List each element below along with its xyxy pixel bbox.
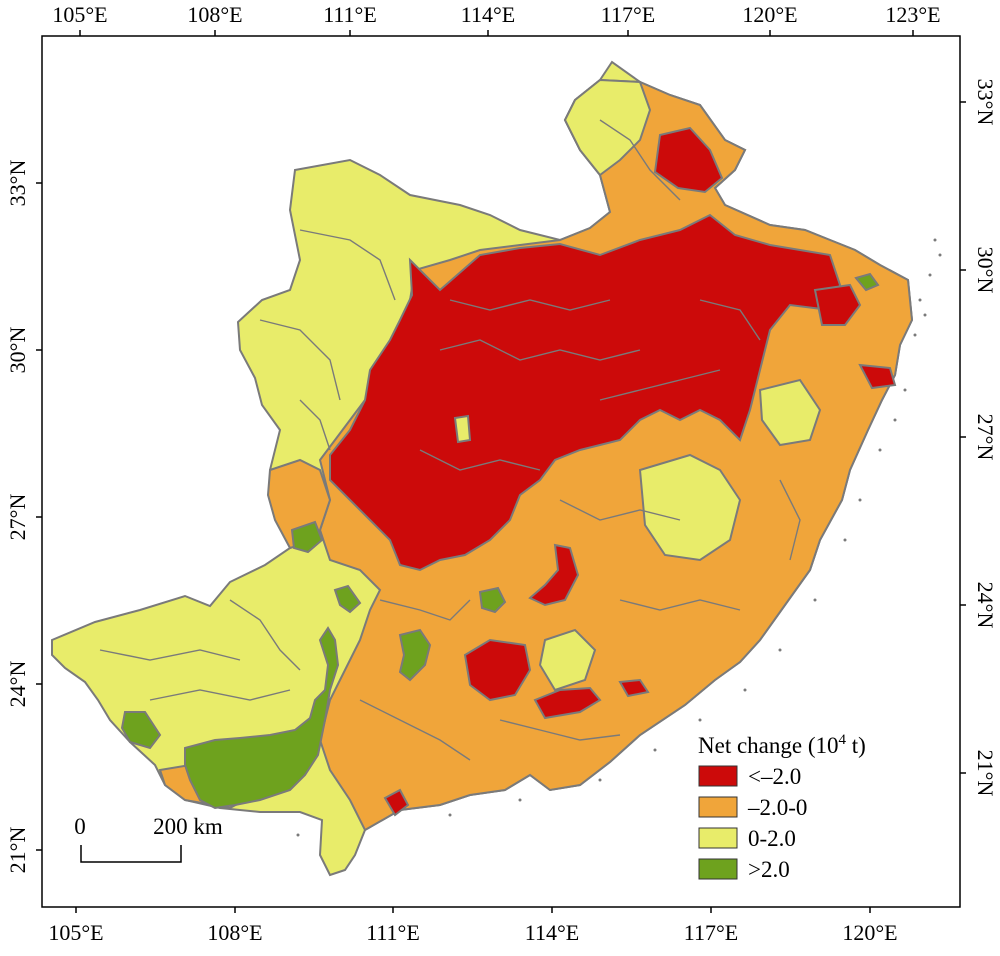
zone-yellow-fujian [638, 453, 742, 562]
zone-green-2 [333, 584, 362, 614]
legend-swatch-2 [698, 796, 738, 818]
top-lon-label-5: 117°E [601, 2, 655, 27]
zone-green-5 [854, 272, 880, 292]
legend: Net change (104 t) <–2.0 –2.0-0 0-2.0 >2… [698, 732, 866, 882]
bottom-lon-label-2: 108°E [207, 920, 262, 945]
county-boundaries [99, 119, 801, 761]
left-lat-label-4: 24°N [5, 661, 30, 708]
top-longitude-axis: 105°E 108°E 111°E 114°E 117°E 120°E 123°… [52, 2, 941, 36]
legend-title-superscript: 4 [839, 732, 847, 748]
zone-red-coast-2 [858, 363, 897, 390]
bottom-lon-label-1: 105°E [48, 920, 103, 945]
top-lon-label-7: 123°E [885, 2, 940, 27]
zone-yellow-north [563, 78, 652, 177]
zone-green-4 [478, 586, 507, 614]
zone-red-north [653, 126, 724, 194]
zone-yellow-inner [453, 414, 472, 444]
bottom-lon-label-6: 120°E [842, 920, 897, 945]
legend-label-1: <–2.0 [748, 764, 801, 789]
top-lon-label-3: 111°E [323, 2, 377, 27]
coastal-islands [296, 238, 942, 837]
right-latitude-axis: 33°N 30°N 27°N 24°N 21°N [960, 79, 998, 797]
zone-red-coast [813, 283, 862, 326]
bottom-lon-label-5: 117°E [684, 920, 738, 945]
legend-title: Net change (104 t) [698, 732, 866, 758]
legend-swatch-4 [698, 858, 738, 880]
zone-green-3 [398, 628, 432, 682]
zone-red-south-3 [533, 686, 602, 720]
zone-green-1 [290, 520, 324, 554]
scale-bar: 0 200 km [74, 814, 223, 863]
top-lon-label-6: 120°E [742, 2, 797, 27]
zone-yellow-zhejiang [758, 378, 822, 447]
top-lon-label-2: 108°E [187, 2, 242, 27]
legend-label-3: 0-2.0 [748, 826, 796, 851]
scale-zero-label: 0 [74, 814, 86, 839]
right-lat-label-3: 27°N [973, 414, 998, 461]
left-lat-label-3: 27°N [5, 494, 30, 541]
zone-red-south-4 [618, 678, 650, 698]
bottom-longitude-axis: 105°E 108°E 111°E 114°E 117°E 120°E [48, 907, 898, 945]
left-latitude-axis: 33°N 30°N 27°N 24°N 21°N [5, 160, 42, 874]
bottom-lon-label-4: 114°E [525, 920, 579, 945]
right-lat-label-4: 24°N [973, 582, 998, 629]
legend-swatch-3 [698, 827, 738, 849]
top-lon-label-4: 114°E [461, 2, 515, 27]
left-lat-label-2: 30°N [5, 327, 30, 374]
right-lat-label-1: 33°N [973, 79, 998, 126]
legend-swatch-1 [698, 765, 738, 787]
zone-green-southwest [184, 626, 340, 810]
right-lat-label-5: 21°N [973, 750, 998, 797]
legend-label-4: >2.0 [748, 857, 790, 882]
scale-distance-label: 200 km [153, 814, 223, 839]
scale-bar-line [80, 845, 182, 863]
right-lat-label-2: 30°N [973, 247, 998, 294]
zone-red-south-2 [528, 543, 580, 607]
bottom-lon-label-3: 111°E [366, 920, 420, 945]
zone-yellow-guangdong [538, 628, 597, 692]
zone-green-west [120, 711, 162, 750]
zone-red-south-5 [383, 788, 410, 817]
zone-red-south-1 [463, 638, 532, 702]
left-lat-label-1: 33°N [5, 160, 30, 207]
legend-label-2: –2.0-0 [747, 795, 807, 820]
top-lon-label-1: 105°E [52, 2, 107, 27]
left-lat-label-5: 21°N [5, 827, 30, 874]
